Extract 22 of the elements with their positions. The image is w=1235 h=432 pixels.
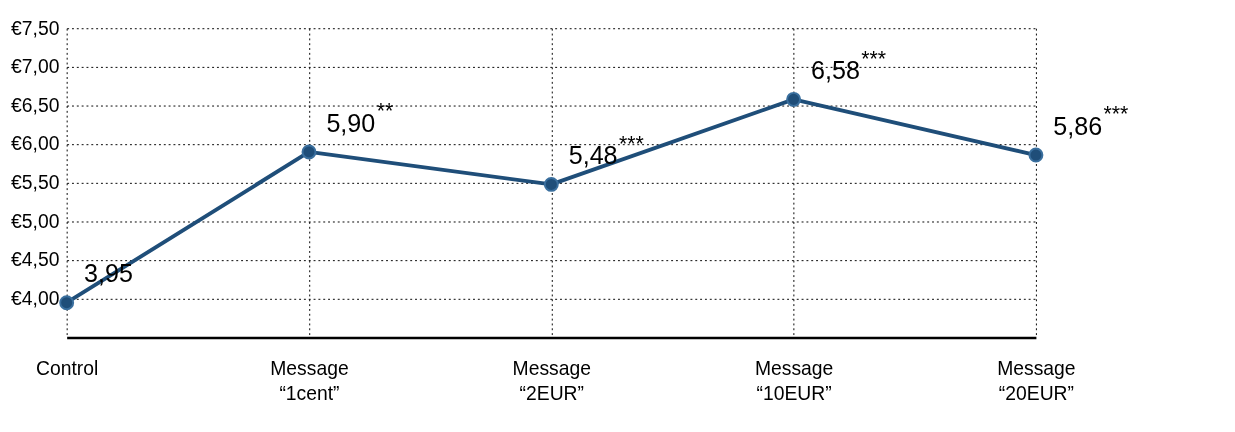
point — [786, 91, 802, 107]
y-tick-label: €6,00 — [11, 133, 60, 155]
x-tick-label: Message “2EUR” — [512, 357, 591, 404]
x-tick-label: Message “10EUR” — [754, 357, 834, 404]
point — [543, 176, 559, 192]
x-tick-label: Control — [36, 357, 99, 379]
y-tick-label: €6,50 — [11, 94, 60, 116]
data-label: 5,48*** — [568, 131, 644, 170]
point — [59, 295, 75, 311]
y-tick-label: €4,00 — [11, 288, 60, 310]
y-tick-label: €7,00 — [11, 56, 60, 78]
point — [1028, 147, 1044, 163]
y-tick-label: €4,50 — [11, 249, 60, 271]
point — [301, 144, 317, 160]
x-tick-label: Message “1cent” — [270, 357, 349, 404]
y-tick-label: €5,50 — [11, 172, 60, 194]
data-label: 6,58*** — [811, 46, 887, 85]
data-label: 5,86*** — [1053, 102, 1129, 140]
x-tick-label: Message “20EUR” — [997, 357, 1076, 404]
y-tick-label: €5,00 — [11, 210, 60, 232]
data-label: 5,90** — [326, 99, 394, 137]
y-tick-label: €7,50 — [11, 17, 60, 39]
